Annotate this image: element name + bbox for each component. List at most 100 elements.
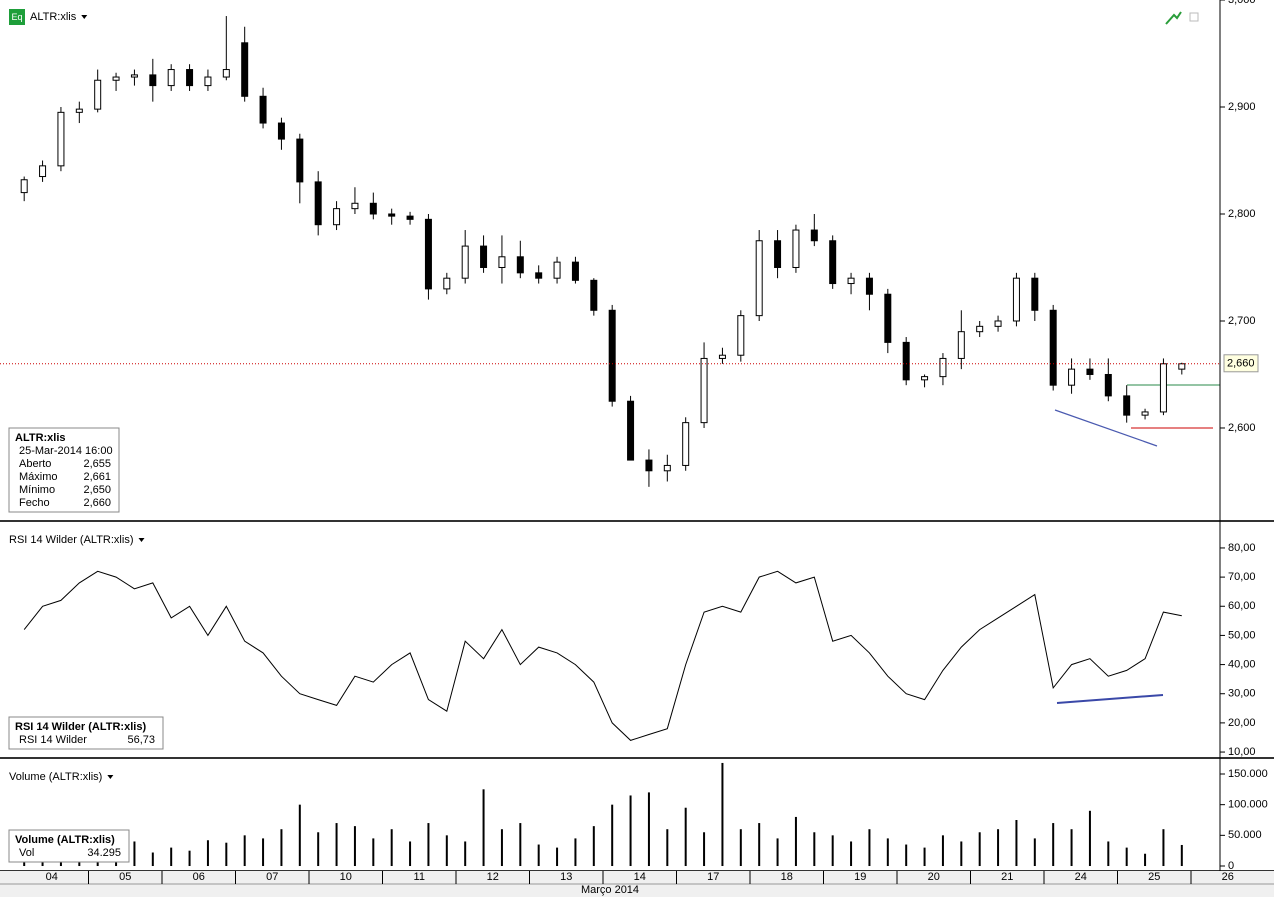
volume-bar — [978, 832, 981, 867]
volume-bar — [739, 829, 742, 867]
candle-body — [1123, 395, 1131, 416]
info-box-title: ALTR:xlis — [15, 432, 66, 444]
candle-body — [1086, 368, 1094, 375]
trend-icon[interactable] — [1165, 11, 1182, 25]
volume-bar — [464, 841, 467, 867]
volume-bar — [831, 835, 834, 867]
y-tick-label: 60,00 — [1228, 600, 1256, 612]
candle-body — [1012, 277, 1020, 322]
candle-body — [1178, 363, 1186, 370]
candle-body — [314, 181, 322, 226]
candle-body — [57, 111, 65, 167]
maximize-button[interactable] — [1189, 12, 1199, 22]
day-label: 25 — [1148, 871, 1160, 883]
candle-body — [994, 320, 1002, 327]
y-tick-label: 150.000 — [1228, 768, 1268, 780]
panel-title: RSI 14 Wilder (ALTR:xlis) — [9, 534, 133, 546]
candle-body — [130, 74, 138, 78]
candle-body — [792, 229, 800, 268]
last-price-label: 2,660 — [1227, 358, 1255, 370]
info-row-label: Vol — [19, 847, 34, 859]
volume-bar — [225, 842, 228, 867]
candle-body — [847, 277, 855, 285]
candle-body — [259, 95, 267, 124]
info-row-value: 2,655 — [83, 458, 111, 470]
volume-bar — [868, 829, 871, 867]
candle-body — [277, 122, 285, 140]
volume-bar — [372, 838, 375, 867]
day-label: 12 — [487, 871, 499, 883]
candle-body — [1068, 368, 1076, 386]
candle-body — [590, 279, 598, 311]
volume-bar — [905, 844, 908, 867]
day-label: 06 — [193, 871, 205, 883]
volume-bar — [758, 823, 761, 867]
candle-body — [774, 240, 782, 268]
volume-bar — [1015, 820, 1018, 867]
volume-bar — [556, 847, 559, 867]
y-tick-label: 20,00 — [1228, 717, 1256, 729]
candle-body — [461, 245, 469, 279]
candle-body — [149, 74, 157, 87]
info-row-label: RSI 14 Wilder — [19, 734, 87, 746]
volume-bar — [776, 838, 779, 867]
volume-bar — [592, 826, 595, 867]
info-row-value: 56,73 — [127, 734, 155, 746]
trend-line — [1054, 409, 1158, 447]
volume-bar — [703, 832, 706, 867]
info-box-title: RSI 14 Wilder (ALTR:xlis) — [15, 721, 146, 733]
day-label: 04 — [46, 871, 58, 883]
volume-bar — [170, 847, 173, 867]
day-label: 11 — [414, 871, 425, 883]
candle-body — [1104, 373, 1112, 397]
rsi-line — [23, 570, 1182, 741]
y-tick-label: 0 — [1228, 860, 1234, 872]
candle-body — [718, 354, 726, 359]
info-row-value: 2,661 — [83, 471, 111, 483]
candle-body — [296, 138, 304, 183]
volume-bar — [666, 829, 669, 867]
candle-body — [682, 422, 690, 466]
info-row-label: Aberto — [19, 458, 51, 470]
candle-body — [1141, 411, 1149, 416]
day-label: 26 — [1222, 871, 1234, 883]
volume-bar — [721, 762, 724, 867]
volume-bar — [519, 823, 522, 867]
day-label: 17 — [707, 871, 719, 883]
volume-bar — [1088, 810, 1091, 867]
info-row-value: 2,650 — [83, 484, 111, 496]
candle-body — [535, 272, 543, 279]
volume-bar — [1070, 829, 1073, 867]
instrument-icon[interactable] — [9, 9, 25, 25]
volume-bar — [537, 844, 540, 867]
candle-body — [186, 69, 194, 87]
volume-bar — [813, 832, 816, 867]
volume-bar — [684, 807, 687, 867]
day-label: 19 — [854, 871, 866, 883]
dropdown-arrow — [107, 775, 114, 779]
volume-bar — [243, 835, 246, 867]
y-tick-label: 3,000 — [1228, 0, 1256, 6]
volume-bar — [794, 816, 797, 867]
info-box — [8, 716, 164, 750]
candle-body — [865, 277, 873, 295]
candle-body — [921, 376, 929, 381]
candle-body — [241, 42, 249, 97]
candle-body — [627, 400, 635, 461]
volume-bar — [1144, 853, 1147, 867]
volume-bar — [647, 792, 650, 867]
info-box — [8, 427, 120, 513]
volume-bar — [206, 840, 209, 867]
candle-body — [351, 202, 359, 210]
candle-body — [222, 69, 230, 78]
y-tick-label: 2,700 — [1228, 315, 1256, 327]
icon-label: Eq — [11, 12, 22, 22]
candle-body — [20, 179, 28, 194]
volume-bar — [1033, 838, 1036, 867]
y-tick-label: 70,00 — [1228, 571, 1256, 583]
y-tick-label: 2,800 — [1228, 208, 1256, 220]
month-label: Março 2014 — [581, 884, 639, 896]
last-price-box — [1223, 354, 1259, 373]
